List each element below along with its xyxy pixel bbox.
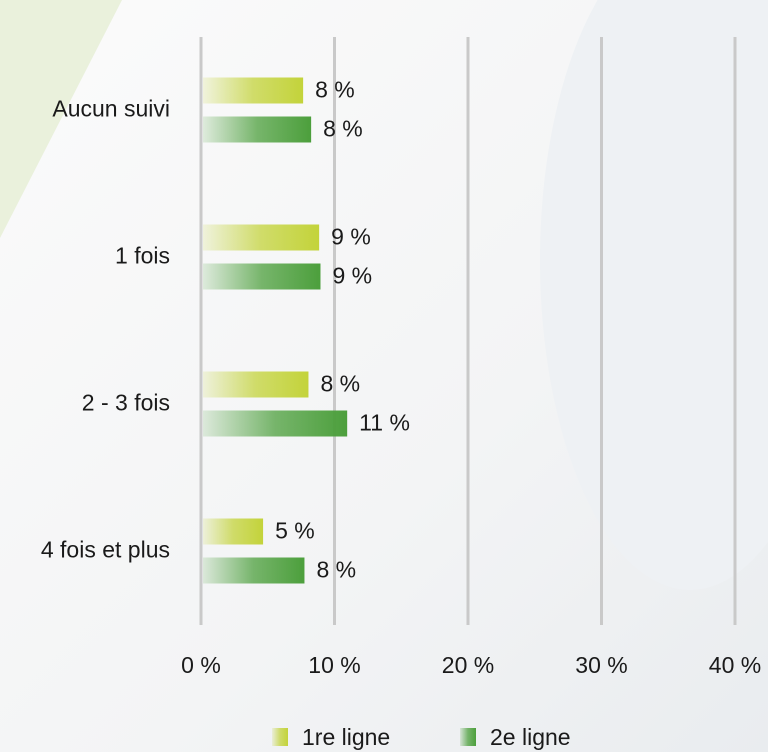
data-label: 8 %: [323, 116, 363, 142]
y-tick-label: 2 - 3 fois: [82, 390, 170, 416]
data-label: 8 %: [316, 557, 356, 583]
bar: [203, 518, 264, 545]
data-label: 5 %: [275, 518, 315, 544]
data-label: 9 %: [331, 224, 371, 250]
x-tick-label: 20 %: [442, 652, 494, 678]
x-tick-label: 40 %: [709, 652, 761, 678]
bar: [203, 557, 305, 584]
legend-label: 1re ligne: [302, 724, 390, 750]
bar: [203, 371, 309, 398]
y-tick-label: 4 fois et plus: [41, 537, 170, 563]
x-tick-label: 30 %: [575, 652, 627, 678]
legend-label: 2e ligne: [490, 724, 571, 750]
bar: [203, 263, 321, 290]
data-label: 11 %: [359, 410, 410, 436]
bar: [203, 116, 312, 143]
corner-decoration: [0, 0, 122, 238]
y-tick-label: Aucun suivi: [52, 96, 170, 122]
x-tick-label: 10 %: [308, 652, 360, 678]
legend-swatch: [272, 728, 288, 746]
data-label: 8 %: [315, 77, 355, 103]
x-tick-label: 0 %: [181, 652, 221, 678]
y-tick-label: 1 fois: [115, 243, 170, 269]
legend-swatch: [460, 728, 476, 746]
data-label: 9 %: [332, 263, 372, 289]
bar: [203, 224, 320, 251]
bar: [203, 77, 304, 104]
data-label: 8 %: [320, 371, 360, 397]
bar: [203, 410, 348, 437]
background-photo: [540, 0, 768, 590]
